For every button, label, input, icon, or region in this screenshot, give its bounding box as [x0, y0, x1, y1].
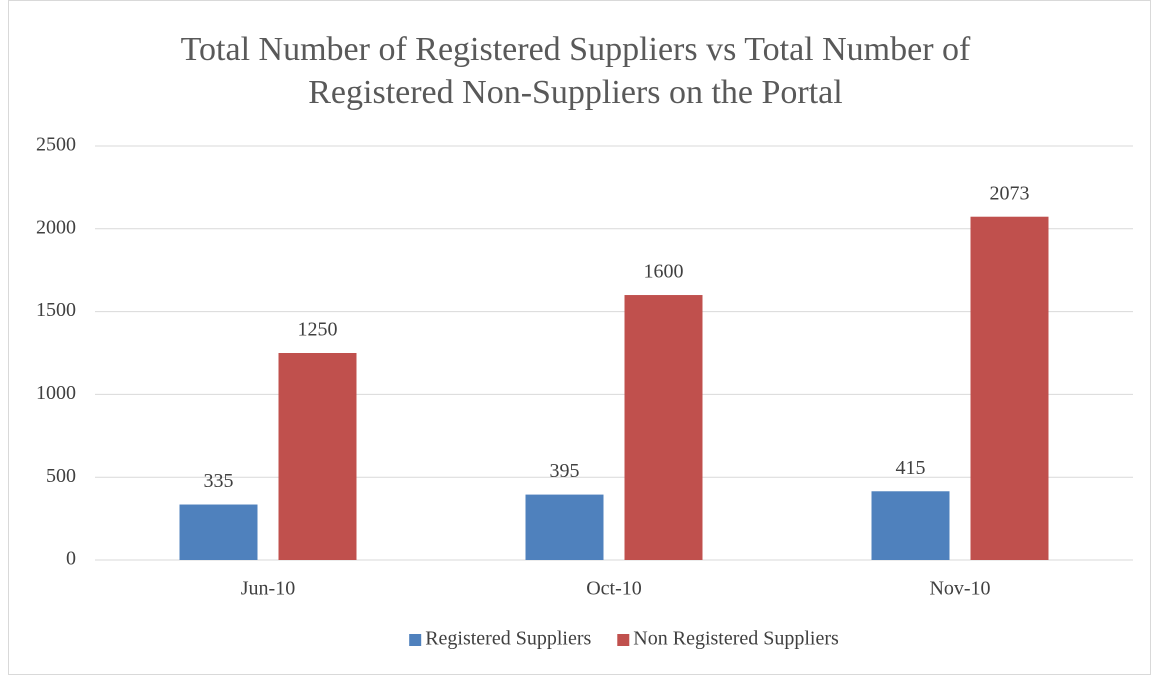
- chart-title: Total Number of Registered Suppliers vs …: [180, 31, 971, 111]
- y-tick-label: 1000: [36, 382, 76, 404]
- bar: [525, 494, 604, 560]
- data-label: 335: [204, 470, 234, 492]
- x-tick-label: Nov-10: [929, 578, 990, 600]
- y-tick-label: 1500: [36, 299, 76, 321]
- bar: [871, 491, 950, 560]
- legend-swatch: [409, 634, 422, 646]
- legend-swatch: [617, 634, 630, 646]
- data-label: 2073: [990, 182, 1030, 204]
- bar: [970, 216, 1049, 561]
- x-tick-label: Jun-10: [241, 578, 295, 600]
- legend-label: Registered Suppliers: [425, 628, 591, 650]
- data-label: 1600: [644, 261, 684, 283]
- y-tick-label: 2500: [36, 134, 76, 156]
- y-tick-label: 500: [46, 465, 76, 487]
- legend-label: Non Registered Suppliers: [633, 628, 839, 650]
- bar: [278, 353, 357, 560]
- x-tick-label: Oct-10: [586, 578, 642, 600]
- y-tick-label: 2000: [36, 216, 76, 238]
- data-label: 415: [896, 457, 926, 479]
- data-label: 395: [550, 460, 580, 482]
- bar: [179, 504, 258, 560]
- bar: [624, 295, 703, 560]
- data-label: 1250: [298, 319, 338, 341]
- y-tick-label: 0: [66, 548, 76, 570]
